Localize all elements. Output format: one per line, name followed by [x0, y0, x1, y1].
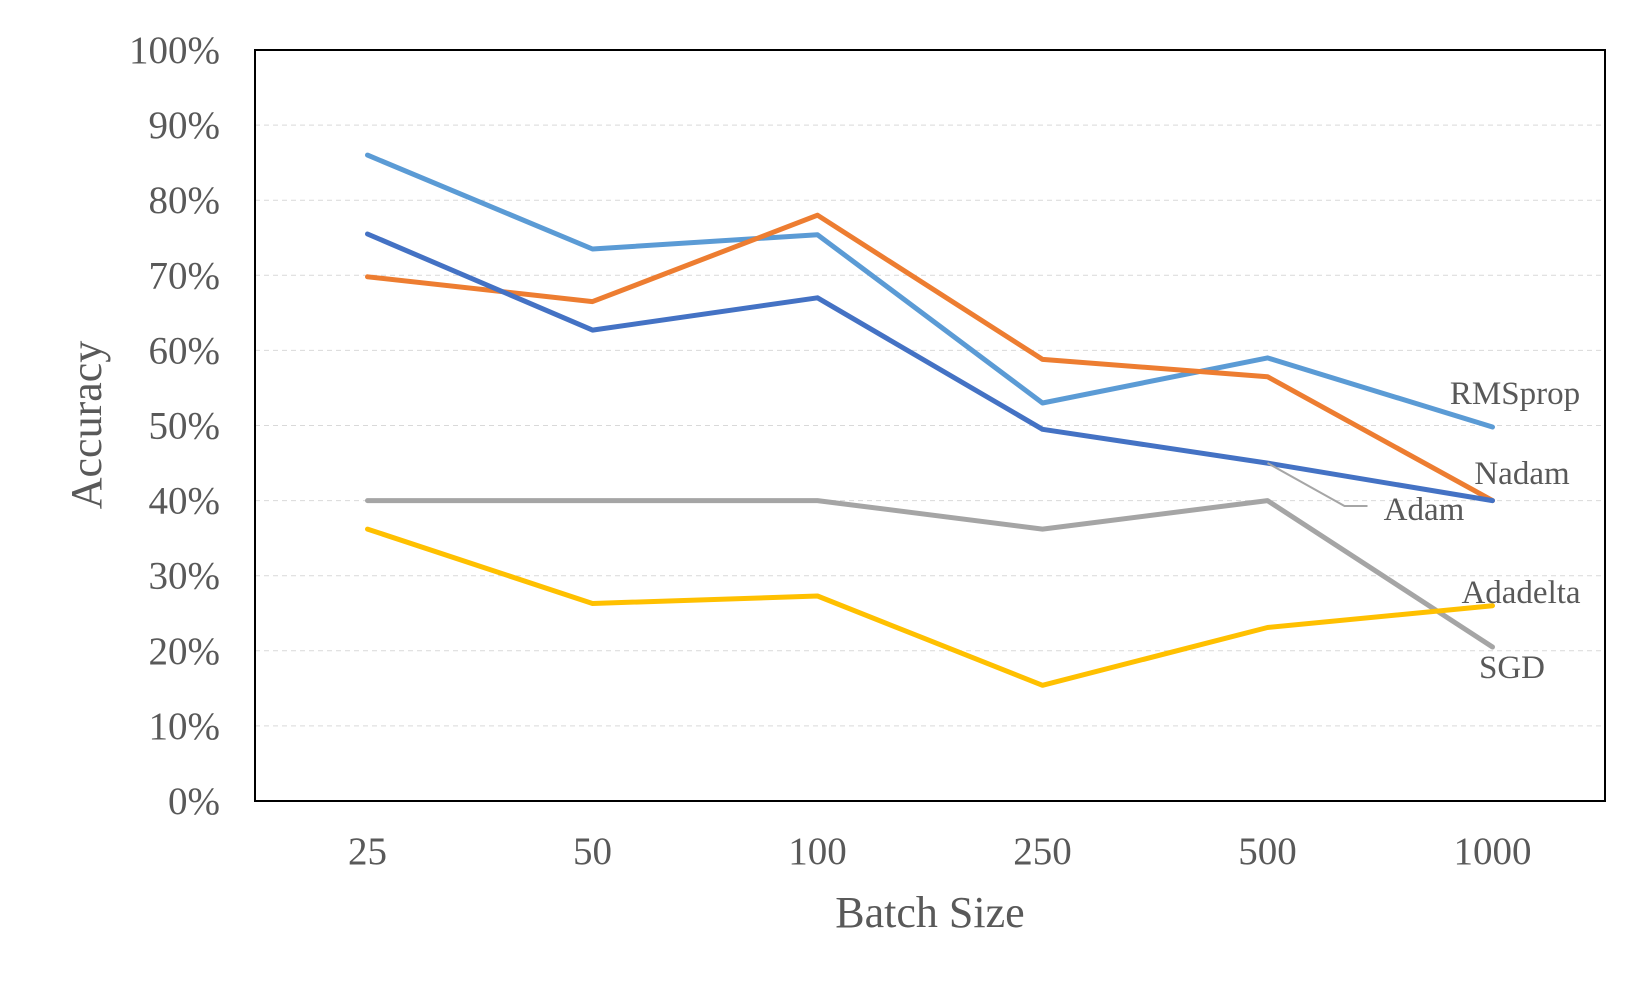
series-label-adadelta: Adadelta — [1461, 575, 1580, 611]
y-tick-label: 0% — [168, 780, 220, 823]
x-tick-label: 100 — [788, 830, 847, 873]
series-line-rmsprop — [365, 152, 1495, 430]
x-tick-label: 500 — [1238, 830, 1297, 873]
y-tick-label: 30% — [149, 555, 221, 598]
y-tick-label: 70% — [149, 254, 221, 297]
y-tick-label: 20% — [149, 630, 221, 673]
x-tick-label: 50 — [573, 830, 612, 873]
y-axis-title: Accuracy — [62, 341, 111, 510]
series-label-rmsprop: RMSprop — [1450, 376, 1580, 412]
series-label-adam: Adam — [1384, 492, 1465, 528]
plot-area-frame — [254, 49, 1606, 802]
y-tick-label: 50% — [149, 405, 221, 448]
series-line-adam — [365, 231, 1495, 504]
x-axis-title: Batch Size — [835, 888, 1024, 937]
series-line-sgd — [365, 498, 1495, 650]
y-tick-label: 40% — [149, 480, 221, 523]
y-axis-tick-labels: 0% 10% 20% 30% 40% 50% 60% 70% 80% 90% 100% — [129, 29, 220, 823]
x-axis-tick-labels: 25 50 100 250 500 1000 — [348, 830, 1532, 873]
x-tick-label: 250 — [1013, 830, 1072, 873]
y-tick-label: 80% — [149, 179, 221, 222]
y-tick-label: 60% — [149, 329, 221, 372]
adam-label-leader-line — [1267, 462, 1368, 508]
x-tick-label: 1000 — [1454, 830, 1532, 873]
y-tick-label: 90% — [149, 104, 221, 147]
series-label-nadam: Nadam — [1474, 456, 1570, 492]
series-label-sgd: SGD — [1479, 650, 1545, 686]
x-tick-label: 25 — [348, 830, 387, 873]
series-line-nadam — [365, 212, 1495, 504]
series-lines — [365, 152, 1495, 688]
y-tick-label: 10% — [149, 705, 221, 748]
y-tick-label: 100% — [129, 29, 220, 72]
series-line-adadelta — [365, 526, 1495, 688]
